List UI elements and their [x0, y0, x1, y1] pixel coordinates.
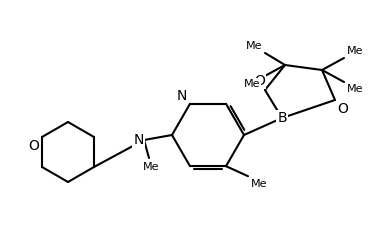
Text: N: N: [177, 89, 187, 103]
Text: O: O: [254, 74, 265, 88]
Text: Me: Me: [251, 179, 267, 189]
Text: Me: Me: [246, 41, 262, 51]
Text: Me: Me: [244, 79, 260, 89]
Text: O: O: [28, 139, 39, 153]
Text: O: O: [337, 102, 348, 116]
Text: B: B: [277, 111, 287, 125]
Text: N: N: [133, 133, 144, 147]
Text: Me: Me: [143, 162, 159, 172]
Text: Me: Me: [347, 84, 364, 94]
Text: Me: Me: [347, 46, 364, 56]
